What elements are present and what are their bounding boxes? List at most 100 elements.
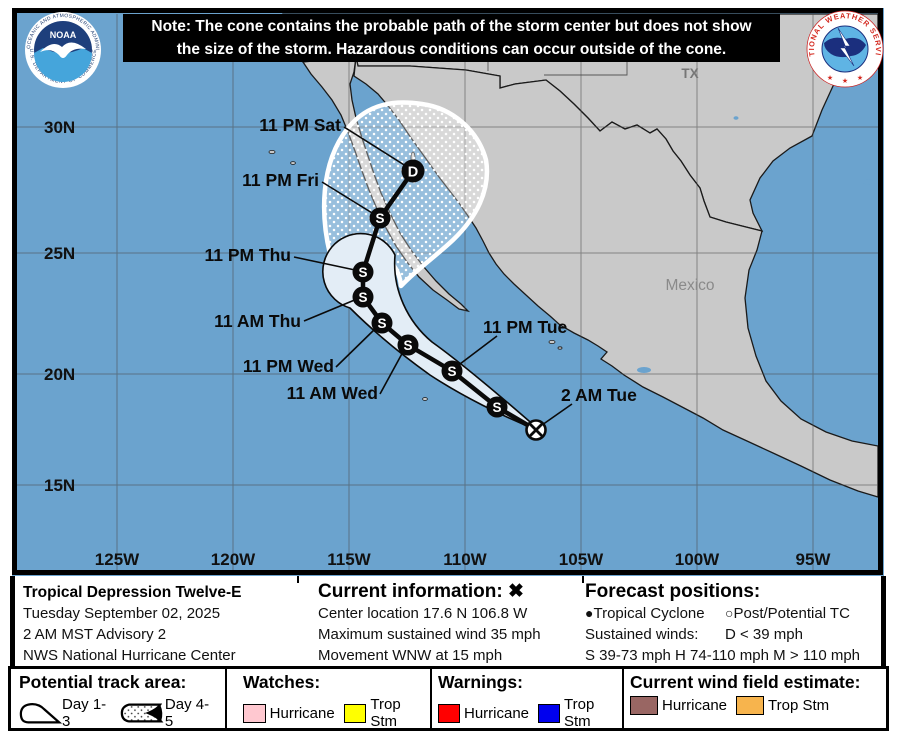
longitude-labels: 125W 120W 115W 110W 105W 100W 95W: [95, 550, 832, 569]
wind-categories-shm: S 39-73 mph H 74-110 mph M > 110 mph: [585, 647, 861, 664]
lat-label-15n: 15N: [44, 476, 75, 495]
lon-label-110w: 110W: [443, 550, 487, 569]
track-label-wed-pm: 11 PM Wed: [243, 356, 334, 376]
hurricane-windfield-label: Hurricane: [662, 697, 728, 714]
current-center-location: Center location 17.6 N 106.8 W: [318, 605, 528, 622]
label-leader-lines: [293, 126, 573, 426]
day-4-5-label: Day 4-5: [164, 696, 210, 730]
sustained-winds-label: Sustained winds:: [585, 626, 699, 643]
lakes: [637, 116, 873, 373]
hurricane-watch-swatch: [243, 703, 266, 723]
track-label-current: 2 AM Tue: [561, 385, 637, 405]
lat-label-20n: 20N: [44, 365, 75, 384]
lon-label-95w: 95W: [796, 550, 832, 569]
noaa-wordmark: NOAA: [50, 30, 77, 40]
legend-warnings: Warnings: Hurricane Trop Stm: [438, 669, 620, 730]
note-line-2: the size of the storm. Hazardous conditi…: [176, 41, 727, 58]
legend-watches: Watches: Hurricane Trop Stm: [243, 669, 428, 730]
note-line-1: Note: The cone contains the probable pat…: [151, 18, 752, 35]
marker-s-2: S: [397, 334, 419, 356]
lat-label-30n: 30N: [44, 118, 75, 137]
tropstm-windfield-swatch: [736, 696, 765, 715]
svg-text:S: S: [447, 364, 456, 379]
hurricane-warning-label: Hurricane: [463, 704, 530, 722]
forecast-positions-header: Forecast positions:: [585, 581, 761, 602]
region-label-mexico: Mexico: [665, 277, 714, 294]
region-label-tx: TX: [681, 66, 698, 81]
tropstm-warning-swatch: [538, 703, 560, 723]
day-1-3-label: Day 1-3: [61, 696, 107, 730]
marker-d: D: [401, 159, 425, 183]
nws-stars: ★ ★ ★: [827, 74, 863, 85]
forecast-positions-panel: Forecast positions: ●Tropical Cyclone ○P…: [585, 576, 885, 666]
current-info-header: Current information: ✖: [318, 581, 524, 602]
forecast-markers: S S S S S S S D: [352, 159, 547, 441]
latitude-labels: 30N 25N 20N 15N: [44, 118, 75, 495]
track-label-thu-am: 11 AM Thu: [214, 311, 301, 331]
lon-label-120w: 120W: [211, 550, 256, 569]
info-row: Tropical Depression Twelve-E Tuesday Sep…: [10, 576, 886, 666]
tropstm-watch-swatch: [343, 703, 367, 723]
cone-day-1-3: [322, 232, 538, 431]
map: S S S S S S S D 11 PM Sat 11 PM Fri: [12, 8, 884, 576]
warnings-header: Warnings:: [438, 672, 523, 692]
lon-label-105w: 105W: [559, 550, 604, 569]
tropical-cyclone-icon: ●: [585, 605, 594, 621]
marker-s-6: S: [369, 207, 391, 229]
current-position-icon: ✖: [508, 581, 524, 602]
hurricane-warning-swatch: [438, 703, 460, 723]
track-label-wed-am: 11 AM Wed: [287, 383, 378, 403]
marker-s-3: S: [371, 312, 393, 334]
current-max-wind: Maximum sustained wind 35 mph: [318, 626, 541, 643]
marker-s-4: S: [352, 286, 374, 308]
svg-text:S: S: [377, 316, 386, 331]
legend-windfield: Current wind field estimate: Hurricane T…: [630, 669, 886, 728]
current-position-marker: [525, 419, 547, 441]
storm-name: Tropical Depression Twelve-E: [23, 584, 242, 601]
day-4-5-cone-icon: [120, 703, 164, 723]
current-info-panel: Current information: ✖ Center location 1…: [318, 576, 586, 666]
svg-text:S: S: [358, 265, 367, 280]
current-movement: Movement WNW at 15 mph: [318, 647, 503, 664]
track-label-thu-pm: 11 PM Thu: [204, 245, 291, 265]
svg-text:★: ★: [827, 74, 833, 82]
svg-text:S: S: [492, 400, 501, 415]
svg-text:S: S: [403, 338, 412, 353]
map-frame-border: [12, 8, 883, 575]
tropical-cyclone-label: Tropical Cyclone: [593, 605, 705, 622]
track-label-fri: 11 PM Fri: [242, 170, 319, 190]
hurricane-watch-label: Hurricane: [269, 704, 335, 722]
storm-date: Tuesday September 02, 2025: [23, 605, 221, 622]
svg-text:D: D: [408, 165, 418, 181]
hurricane-windfield-swatch: [630, 696, 658, 715]
svg-text:S: S: [375, 211, 384, 226]
storm-agency: NWS National Hurricane Center: [23, 647, 236, 664]
lon-label-115w: 115W: [327, 550, 371, 569]
svg-text:S: S: [358, 290, 367, 305]
lon-label-125w: 125W: [95, 550, 140, 569]
track-labels: 11 PM Sat 11 PM Fri 11 PM Thu 11 AM Thu …: [204, 115, 637, 405]
nws-logo: NATIONAL WEATHER SERVICE ★ ★ ★: [806, 10, 884, 88]
note-box: Note: The cone contains the probable pat…: [123, 14, 780, 62]
track-label-tue-pm: 11 PM Tue: [483, 317, 568, 337]
legend-box: Potential track area: Day 1-3 Day 4-5 Wa…: [8, 666, 889, 731]
day-1-3-cone-icon: [19, 703, 62, 724]
tropstm-watch-label: Trop Stm: [370, 696, 401, 730]
marker-s-1: S: [441, 360, 463, 382]
tropstm-warning-label: Trop Stm: [564, 696, 595, 730]
svg-text:★: ★: [857, 74, 863, 82]
marker-s-0: S: [486, 396, 508, 418]
track-label-sat: 11 PM Sat: [259, 115, 341, 135]
post-potential-tc-label: Post/Potential TC: [733, 605, 850, 622]
nws-lightning-icon: [837, 27, 855, 67]
tropstm-windfield-label: Trop Stm: [768, 697, 830, 714]
legend-potential-track: Potential track area: Day 1-3 Day 4-5: [19, 669, 223, 730]
post-potential-tc-icon: ○: [725, 605, 734, 621]
marker-s-5: S: [352, 261, 374, 283]
watches-header: Watches:: [243, 672, 321, 692]
noaa-logo: NATIONAL OCEANIC AND ATMOSPHERIC ADMINIS…: [25, 12, 101, 88]
svg-text:★: ★: [842, 77, 848, 85]
windfield-header: Current wind field estimate:: [630, 672, 861, 692]
potential-track-header: Potential track area:: [19, 672, 187, 692]
